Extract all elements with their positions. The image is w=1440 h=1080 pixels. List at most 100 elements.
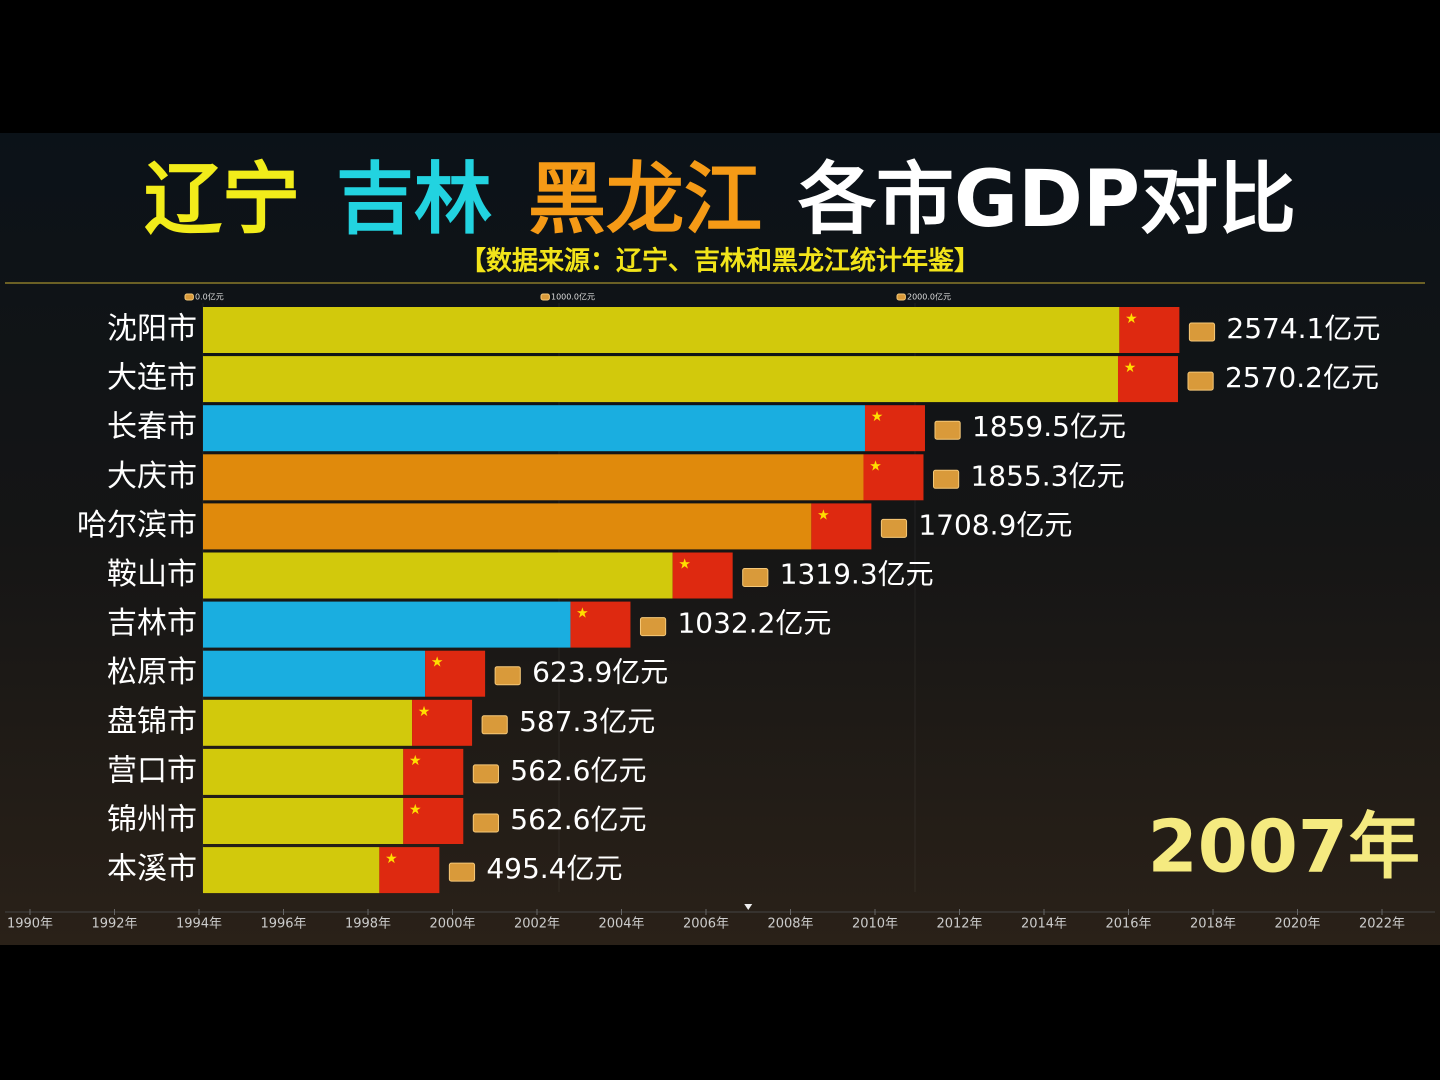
y-tick-label: 鞍山市 — [107, 557, 197, 592]
bar — [203, 356, 1118, 403]
value-label: 1855.3亿元 — [970, 459, 1124, 492]
coin-icon — [494, 666, 521, 686]
timeline-label: 2022年 — [1359, 917, 1405, 932]
value-label: 1859.5亿元 — [972, 410, 1126, 443]
coin-icon — [1187, 371, 1214, 391]
timeline-label: 2004年 — [598, 917, 644, 932]
y-tick-label: 松原市 — [107, 655, 197, 690]
y-tick-label: 营口市 — [107, 753, 197, 788]
flag — [412, 699, 473, 746]
bar — [203, 650, 426, 697]
timeline-label: 1998年 — [345, 917, 391, 932]
x-tick-label: 0.0亿元 — [195, 292, 224, 302]
flag — [672, 552, 733, 599]
bar — [203, 847, 380, 894]
y-tick-label: 盘锦市 — [107, 704, 197, 739]
coin-icon — [481, 715, 508, 735]
flag — [403, 748, 464, 795]
bar — [203, 552, 673, 599]
coin-icon — [472, 813, 499, 833]
coin-icon — [184, 293, 194, 301]
coin-icon — [932, 469, 960, 489]
chart-title: 辽宁 吉林 黑龙江 各市GDP对比 — [144, 155, 1296, 245]
flag-star: ★ — [431, 655, 444, 671]
y-tick-label: 哈尔滨市 — [77, 508, 197, 543]
flag-star: ★ — [576, 606, 589, 622]
flag-star: ★ — [385, 851, 398, 867]
coin-icon — [448, 862, 476, 882]
flag — [863, 454, 924, 501]
y-tick-label: 大连市 — [107, 361, 197, 396]
timeline-label: 2018年 — [1190, 917, 1236, 932]
flag — [403, 798, 464, 844]
bar — [203, 699, 413, 746]
timeline-label: 1992年 — [91, 917, 137, 932]
flag — [811, 503, 872, 550]
flag-star: ★ — [409, 802, 422, 818]
flag — [1117, 356, 1178, 403]
subtitle: 【数据来源：辽宁、吉林和黑龙江统计年鉴】 — [460, 246, 980, 277]
value-label: 2574.1亿元 — [1226, 312, 1380, 345]
x-tick-label: 1000.0亿元 — [551, 292, 595, 302]
flag-star: ★ — [409, 753, 422, 769]
timeline-label: 2000年 — [429, 917, 475, 932]
bar — [203, 601, 571, 648]
flag — [379, 847, 440, 894]
y-tick-label: 吉林市 — [107, 606, 197, 641]
title-part: 各市GDP对比 — [798, 155, 1296, 245]
y-tick-label: 长春市 — [107, 410, 197, 445]
timeline-label: 1990年 — [7, 917, 53, 932]
flag-star: ★ — [817, 507, 830, 523]
flag — [570, 601, 631, 648]
value-label: 495.4亿元 — [486, 852, 622, 885]
coin-icon — [540, 293, 550, 301]
bar — [203, 454, 864, 501]
flag — [864, 405, 925, 452]
coin-icon — [896, 293, 906, 301]
value-label: 623.9亿元 — [532, 656, 668, 689]
y-tick-label: 锦州市 — [107, 803, 197, 838]
flag-star: ★ — [869, 458, 882, 474]
year-label: 2007年 — [1148, 805, 1420, 889]
title-part: 黑龙江 — [528, 155, 762, 245]
coin-icon — [742, 568, 769, 587]
timeline-label: 2010年 — [852, 917, 898, 932]
title-part: 吉林 — [336, 155, 492, 245]
title-part: 辽宁 — [144, 155, 300, 245]
value-label: 587.3亿元 — [519, 705, 655, 738]
coin-icon — [472, 764, 499, 784]
timeline-label: 1994年 — [176, 917, 222, 932]
timeline-label: 2020年 — [1274, 917, 1320, 932]
timeline-label: 2016年 — [1105, 917, 1151, 932]
flag-star: ★ — [678, 557, 691, 573]
value-label: 562.6亿元 — [510, 754, 646, 787]
timeline-label: 2008年 — [767, 917, 813, 932]
y-tick-label: 大庆市 — [107, 459, 197, 494]
timeline-label: 1996年 — [260, 917, 306, 932]
bar — [203, 307, 1120, 353]
y-tick-label: 沈阳市 — [107, 312, 197, 347]
coin-icon — [1188, 322, 1216, 342]
timeline-marker — [744, 904, 753, 910]
value-label: 2570.2亿元 — [1225, 361, 1379, 394]
timeline-label: 2014年 — [1021, 917, 1067, 932]
flag-star: ★ — [1124, 360, 1137, 376]
y-tick-label: 本溪市 — [107, 852, 197, 887]
x-tick-label: 2000.0亿元 — [907, 292, 951, 302]
value-label: 1319.3亿元 — [780, 558, 934, 591]
timeline-label: 2012年 — [936, 917, 982, 932]
bar — [203, 748, 404, 795]
flag — [425, 650, 486, 697]
flag — [1119, 307, 1180, 353]
timeline-label: 2006年 — [683, 917, 729, 932]
coin-icon — [880, 518, 908, 538]
flag-star: ★ — [871, 409, 884, 425]
bar — [203, 798, 404, 844]
value-label: 1708.9亿元 — [918, 508, 1072, 541]
coin-icon — [639, 617, 667, 637]
value-label: 1032.2亿元 — [677, 607, 831, 640]
value-label: 562.6亿元 — [510, 803, 646, 836]
flag-star: ★ — [1125, 311, 1138, 327]
flag-star: ★ — [418, 704, 431, 720]
